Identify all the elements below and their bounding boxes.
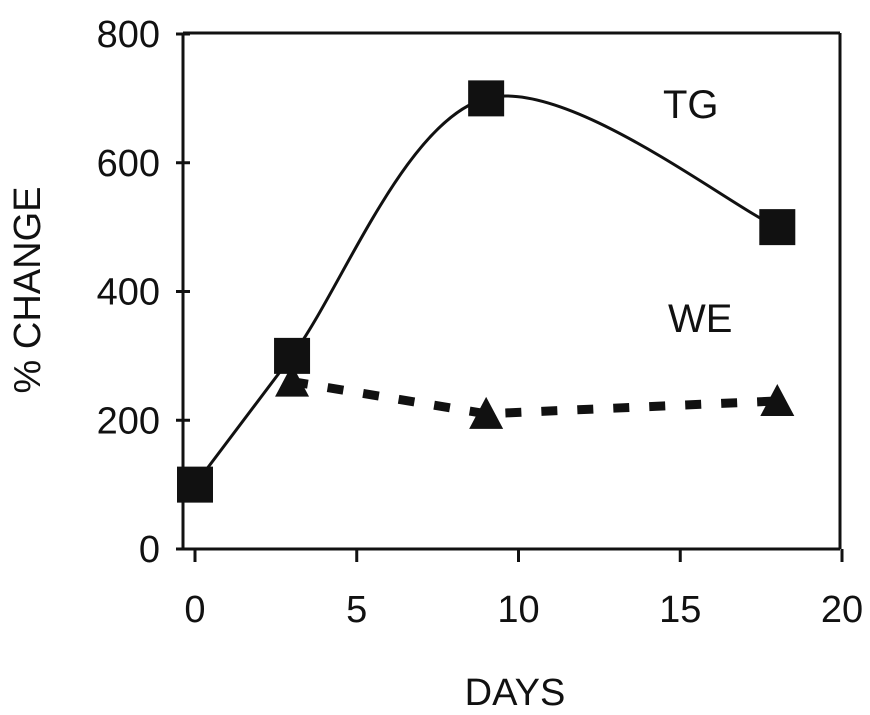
tg-series-label: TG (663, 83, 719, 127)
marker-square (177, 466, 213, 503)
y-tick-label: 600 (97, 143, 160, 185)
y-axis-label: % CHANGE (7, 187, 49, 394)
marker-square (468, 80, 505, 117)
marker-triangle (275, 364, 310, 397)
x-tick-label: 20 (821, 589, 863, 631)
x-tick-label: 10 (497, 589, 539, 631)
marker-triangle (469, 396, 504, 429)
we-series-label: WE (668, 297, 732, 341)
y-ticks: 0 200 400 600 800 (97, 14, 190, 571)
y-tick-label: 0 (139, 529, 160, 571)
x-tick-label: 0 (184, 589, 205, 631)
y-tick-label: 200 (97, 400, 160, 442)
series-line-tg (193, 94, 778, 486)
series-lines (193, 94, 778, 486)
marker-triangle (760, 383, 795, 416)
y-tick-label: 800 (97, 14, 160, 56)
axes (181, 31, 842, 551)
y-tick-label: 400 (97, 272, 160, 314)
series-line-we (291, 377, 778, 419)
x-tick-label: 15 (659, 589, 701, 631)
x-axis-label: DAYS (465, 672, 566, 714)
x-ticks: 0 5 10 15 20 (184, 549, 863, 631)
marker-square (274, 337, 311, 374)
marker-square (759, 209, 796, 246)
x-tick-label: 5 (346, 589, 367, 631)
data-markers (177, 80, 796, 503)
